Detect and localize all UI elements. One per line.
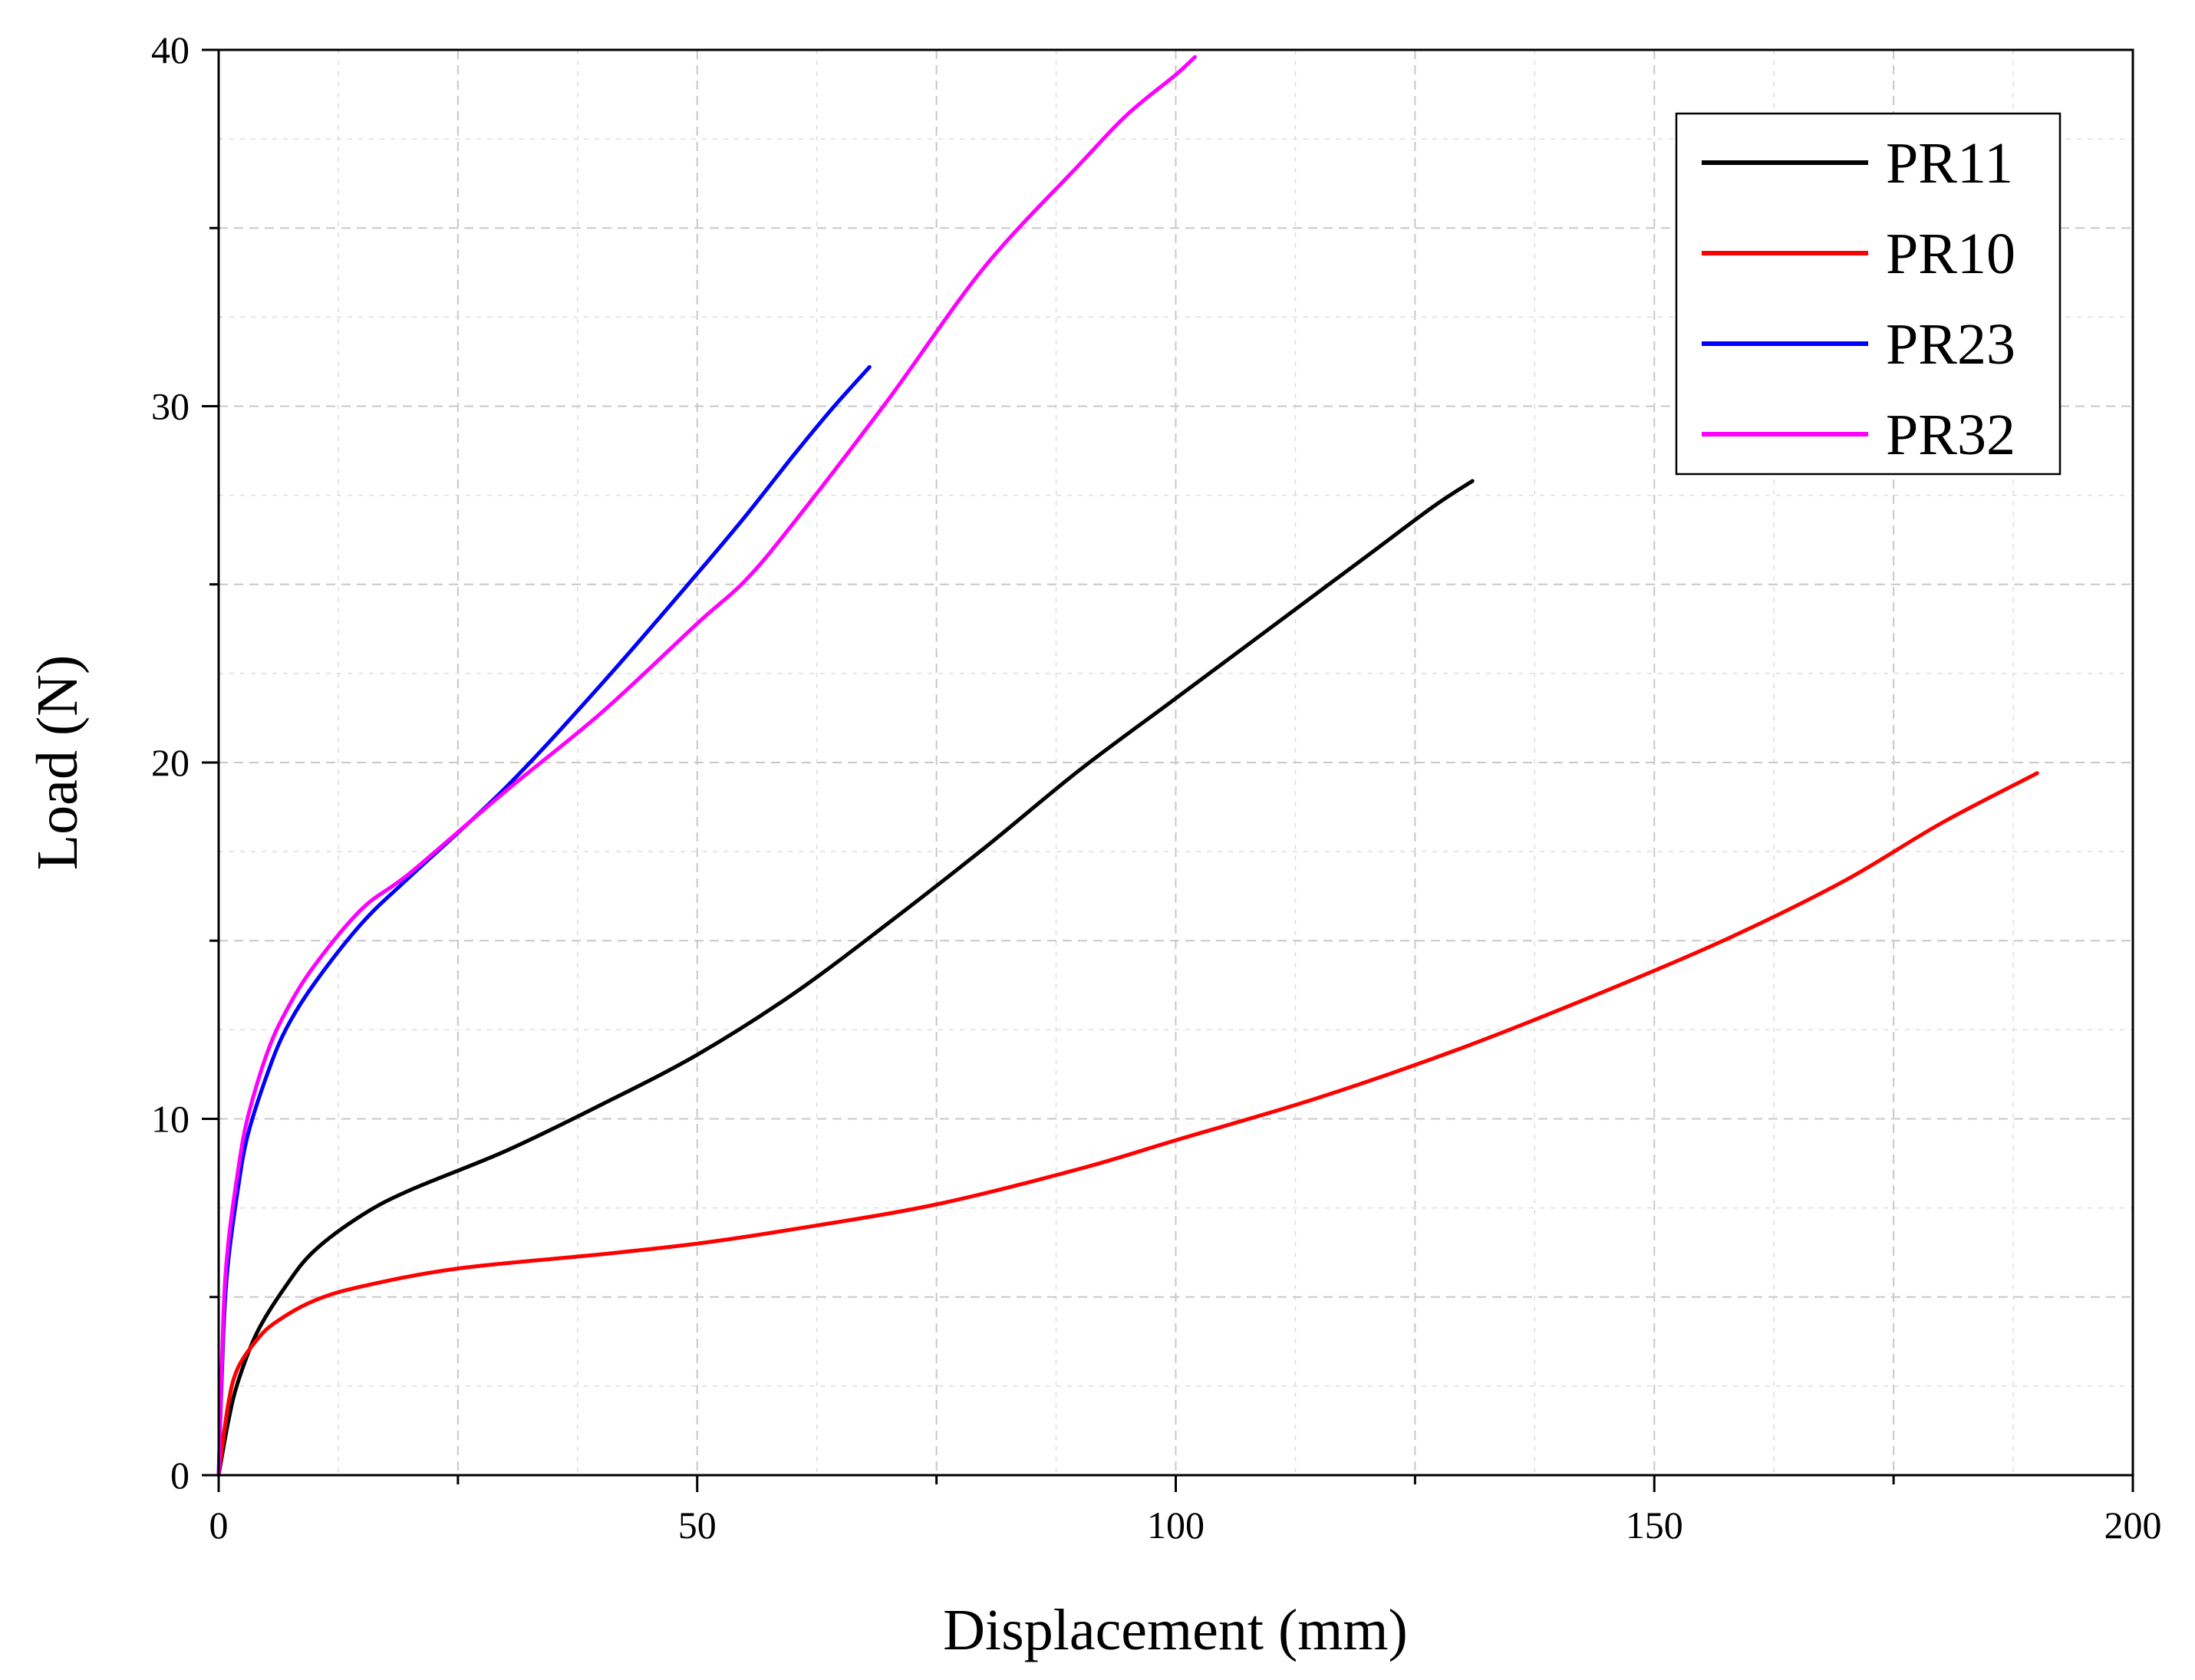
legend-label-pr23: PR23 bbox=[1886, 312, 2015, 377]
y-tick-label: 30 bbox=[151, 385, 190, 428]
y-tick-label: 0 bbox=[170, 1454, 190, 1497]
y-tick-label: 20 bbox=[151, 741, 190, 784]
x-tick-label: 100 bbox=[1147, 1504, 1205, 1547]
y-tick-label: 40 bbox=[151, 28, 190, 71]
tick-labels: 0 50 100 150 200 0 10 20 30 40 bbox=[151, 28, 2162, 1547]
legend-label-pr11: PR11 bbox=[1886, 131, 2013, 196]
x-tick-label: 50 bbox=[678, 1504, 717, 1547]
x-tick-label: 200 bbox=[2104, 1504, 2162, 1547]
x-tick-label: 0 bbox=[209, 1504, 229, 1547]
y-tick-label: 10 bbox=[151, 1098, 190, 1141]
series-line-pr11 bbox=[216, 479, 1475, 1477]
legend-label-pr10: PR10 bbox=[1886, 222, 2015, 286]
y-axis-title: Load (N) bbox=[25, 655, 90, 871]
axis-ticks bbox=[202, 48, 2134, 1492]
series-line-pr32 bbox=[216, 54, 1197, 1477]
legend-label-pr32: PR32 bbox=[1886, 403, 2015, 467]
series-line-pr23 bbox=[216, 364, 872, 1477]
legend: PR11 PR10 PR23 PR32 bbox=[1675, 112, 2062, 476]
x-axis-title: Displacement (mm) bbox=[943, 1598, 1408, 1662]
x-tick-label: 150 bbox=[1626, 1504, 1683, 1547]
legend-box bbox=[1675, 112, 2062, 476]
series-layer bbox=[216, 54, 2039, 1477]
series-line-pr10 bbox=[216, 771, 2039, 1477]
